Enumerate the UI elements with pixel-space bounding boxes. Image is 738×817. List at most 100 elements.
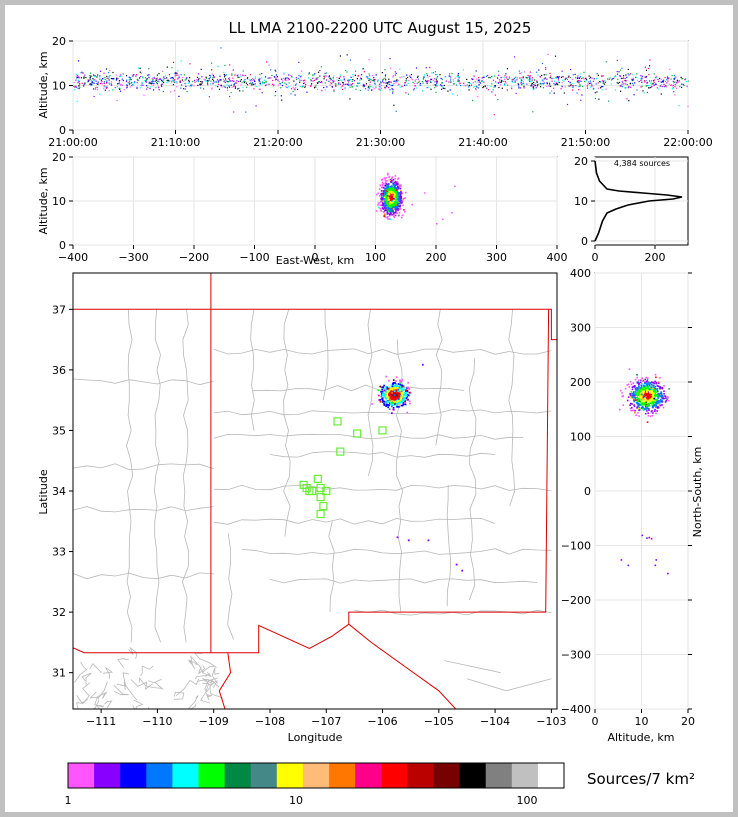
p5-source-point xyxy=(662,396,664,399)
p5-source-point xyxy=(639,388,642,391)
p1-source-point xyxy=(487,89,490,91)
p2-source-point xyxy=(394,196,396,199)
p5-source-point xyxy=(643,402,646,404)
p1-source-point xyxy=(317,88,319,90)
p1-source-point xyxy=(200,87,202,89)
p5-source-point xyxy=(639,381,642,384)
p4-xlabel: Longitude xyxy=(288,731,343,744)
p5-source-point xyxy=(628,386,631,388)
p2-source-point xyxy=(388,183,390,185)
p1-source-point xyxy=(592,80,594,82)
p2-source-point xyxy=(390,212,392,215)
p4-source-point xyxy=(392,398,394,400)
p4-source-point xyxy=(392,408,395,411)
p1-source-point xyxy=(572,74,574,76)
p1-xtick-label: 22:00:00 xyxy=(663,136,712,149)
p1-source-point xyxy=(219,79,221,81)
p1-source-point xyxy=(389,89,391,91)
p1-source-point xyxy=(577,76,579,78)
p1-source-point xyxy=(406,80,408,82)
p1-source-point xyxy=(516,79,518,81)
county-boundary xyxy=(444,660,501,674)
p1-source-point xyxy=(500,81,502,83)
p1-source-point xyxy=(300,79,303,81)
p1-source-point xyxy=(359,89,361,91)
p1-source-point xyxy=(488,77,490,79)
p1-source-point xyxy=(545,68,547,70)
p1-source-point xyxy=(647,84,649,86)
p5-source-point xyxy=(640,396,643,398)
p1-source-point xyxy=(321,90,323,92)
small-boundary xyxy=(174,691,185,700)
p5-source-point xyxy=(643,401,646,403)
p2-source-point xyxy=(390,205,393,208)
p1-source-point xyxy=(562,79,564,81)
p2-source-point xyxy=(400,216,403,219)
p1-source-point xyxy=(254,80,256,83)
p1-source-point xyxy=(200,83,202,85)
p1-source-point xyxy=(558,76,560,78)
p4-outlier-point xyxy=(427,539,430,542)
p1-source-point xyxy=(391,88,393,90)
p1-source-point xyxy=(344,87,346,89)
p2-outlier-point xyxy=(442,218,444,221)
p2-source-point xyxy=(384,209,387,211)
lma-station-marker xyxy=(353,429,362,438)
p1-source-point xyxy=(649,87,651,89)
p2-source-point xyxy=(391,196,394,198)
p1-source-point xyxy=(184,79,186,81)
p1-source-point xyxy=(378,85,380,87)
p1-source-point xyxy=(284,78,286,80)
p5-source-point xyxy=(649,387,652,389)
p1-source-point xyxy=(274,69,276,71)
p5-source-point xyxy=(655,382,658,385)
p1-source-point xyxy=(575,77,577,79)
p5-source-point xyxy=(642,402,645,404)
p1-source-point xyxy=(110,77,113,80)
p1-source-point xyxy=(217,86,219,88)
p1-source-point xyxy=(277,84,280,86)
p5-source-point xyxy=(649,393,651,396)
p1-source-point xyxy=(506,76,508,78)
p2-source-point xyxy=(400,191,402,193)
p2-source-point xyxy=(394,211,397,214)
p1-source-point xyxy=(638,81,640,83)
p1-source-point xyxy=(77,79,79,81)
p1-source-point xyxy=(492,79,494,81)
p1-source-point xyxy=(632,79,634,81)
p4-source-point xyxy=(391,393,394,395)
p1-source-point xyxy=(440,84,442,86)
p1-source-point xyxy=(278,81,280,83)
p1-source-point xyxy=(382,79,384,81)
p1-source-point xyxy=(507,78,509,80)
p1-source-point xyxy=(220,84,222,86)
p5-outlier-point xyxy=(620,559,623,561)
p1-source-point xyxy=(395,72,397,74)
p1-source-point xyxy=(576,92,578,94)
p1-source-point xyxy=(389,81,391,83)
p1-source-point xyxy=(116,77,118,79)
p1-source-point xyxy=(215,80,217,82)
p1-source-point xyxy=(673,91,675,93)
p1-source-point xyxy=(284,82,286,84)
p1-source-point xyxy=(610,83,612,85)
p1-source-point xyxy=(263,79,265,81)
p5-source-point xyxy=(630,409,632,412)
p1-source-point xyxy=(176,82,178,84)
p1-source-point xyxy=(578,82,580,84)
p2-source-point xyxy=(398,214,400,217)
p2-source-point xyxy=(392,193,394,196)
p1-source-point xyxy=(343,76,345,78)
colorbar-cell xyxy=(537,763,565,788)
p1-source-point xyxy=(83,85,85,87)
p1-source-point xyxy=(397,80,399,82)
p4-source-point xyxy=(392,404,395,406)
p5-source-point xyxy=(652,396,655,399)
p1-source-point xyxy=(232,80,234,82)
p4-source-point xyxy=(378,399,380,401)
p1-source-point xyxy=(399,86,401,88)
p1-source-point xyxy=(522,76,524,78)
p2-xtick-label: −100 xyxy=(239,251,269,264)
p1-source-point xyxy=(547,53,549,55)
p1-source-point xyxy=(153,89,155,91)
